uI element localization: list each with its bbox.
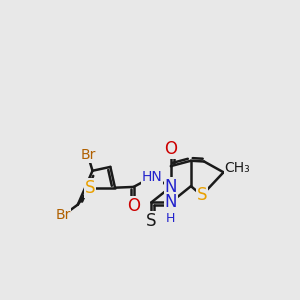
Text: N: N <box>165 178 177 196</box>
Text: O: O <box>127 197 140 215</box>
Text: S: S <box>146 212 157 230</box>
Text: N: N <box>165 193 177 211</box>
Text: Br: Br <box>80 148 96 162</box>
Text: H: H <box>166 212 176 225</box>
Text: O: O <box>164 140 177 158</box>
Text: Br: Br <box>56 208 71 222</box>
Text: CH₃: CH₃ <box>225 161 250 176</box>
Text: HN: HN <box>142 170 163 184</box>
Text: S: S <box>196 186 207 204</box>
Text: S: S <box>85 179 95 197</box>
